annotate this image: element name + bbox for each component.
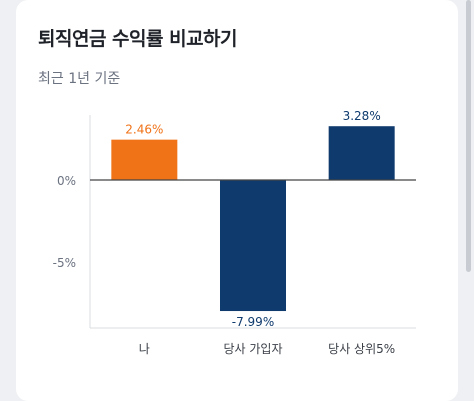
bar	[328, 126, 395, 180]
y-tick-label: -5%	[53, 256, 76, 270]
x-tick-label: 당사 상위5%	[328, 342, 395, 356]
x-tick-label: 나	[139, 342, 150, 356]
page-title: 퇴직연금 수익률 비교하기	[38, 28, 238, 50]
scrollbar[interactable]	[466, 0, 471, 272]
period-subtitle: 최근 1년 기준	[38, 71, 121, 87]
bar	[220, 180, 286, 312]
y-tick-label: 0%	[57, 174, 76, 188]
bar-value-label: 2.46%	[125, 123, 163, 137]
bar	[111, 139, 178, 180]
bar-value-label: -7.99%	[232, 315, 274, 329]
x-tick-label: 당사 가입자	[223, 342, 282, 356]
bar-value-label: 3.28%	[343, 109, 381, 123]
